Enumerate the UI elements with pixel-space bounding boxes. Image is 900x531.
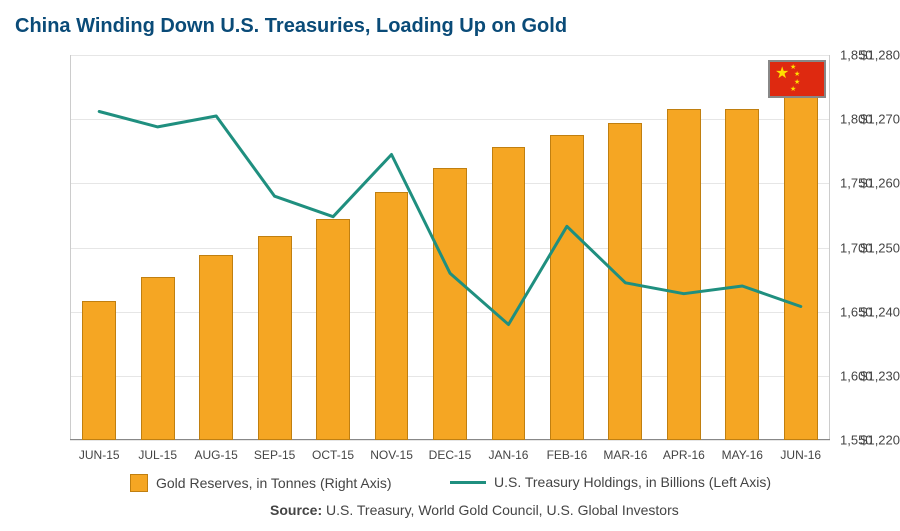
- star-icon: ★: [794, 71, 800, 78]
- chart-title: China Winding Down U.S. Treasuries, Load…: [15, 15, 567, 38]
- gridline: [70, 440, 830, 441]
- star-icon: ★: [790, 86, 796, 93]
- x-axis-tick: OCT-15: [312, 448, 354, 462]
- x-axis-tick: AUG-15: [194, 448, 237, 462]
- source-label: Source:: [270, 502, 326, 518]
- x-axis-tick: NOV-15: [370, 448, 413, 462]
- legend-line-label: U.S. Treasury Holdings, in Billions (Lef…: [494, 474, 771, 490]
- legend-swatch-line-icon: [450, 481, 486, 484]
- x-axis-tick: APR-16: [663, 448, 705, 462]
- x-axis-tick: MAY-16: [722, 448, 763, 462]
- y-axis-right-tick: 1,550: [840, 433, 873, 448]
- chart-container: China Winding Down U.S. Treasuries, Load…: [0, 0, 900, 531]
- legend-bars-label: Gold Reserves, in Tonnes (Right Axis): [156, 475, 392, 491]
- y-axis-right-tick: 1,700: [840, 240, 873, 255]
- y-axis-right-tick: 1,600: [840, 368, 873, 383]
- x-axis-tick: SEP-15: [254, 448, 295, 462]
- x-axis-tick: JUN-15: [79, 448, 120, 462]
- x-axis-tick: DEC-15: [429, 448, 472, 462]
- y-axis-right-tick: 1,800: [840, 112, 873, 127]
- x-axis-tick: MAR-16: [603, 448, 647, 462]
- star-icon: ★: [775, 66, 789, 82]
- y-axis-right-tick: 1,750: [840, 176, 873, 191]
- x-axis-tick: JUL-15: [138, 448, 177, 462]
- source-line: Source: U.S. Treasury, World Gold Counci…: [270, 502, 679, 518]
- x-axis-tick: JUN-16: [780, 448, 821, 462]
- star-icon: ★: [790, 64, 796, 71]
- y-axis-right-tick: 1,650: [840, 304, 873, 319]
- legend-line: U.S. Treasury Holdings, in Billions (Lef…: [450, 474, 771, 490]
- x-axis-tick: JAN-16: [488, 448, 528, 462]
- china-flag-icon: ★★★★★: [768, 60, 826, 98]
- legend-bars: Gold Reserves, in Tonnes (Right Axis): [130, 474, 392, 492]
- plot-area: [70, 55, 830, 440]
- legend-swatch-bar-icon: [130, 474, 148, 492]
- y-axis-right-tick: 1,850: [840, 48, 873, 63]
- x-axis-tick: FEB-16: [547, 448, 588, 462]
- treasury-line: [70, 55, 830, 440]
- star-icon: ★: [794, 79, 800, 86]
